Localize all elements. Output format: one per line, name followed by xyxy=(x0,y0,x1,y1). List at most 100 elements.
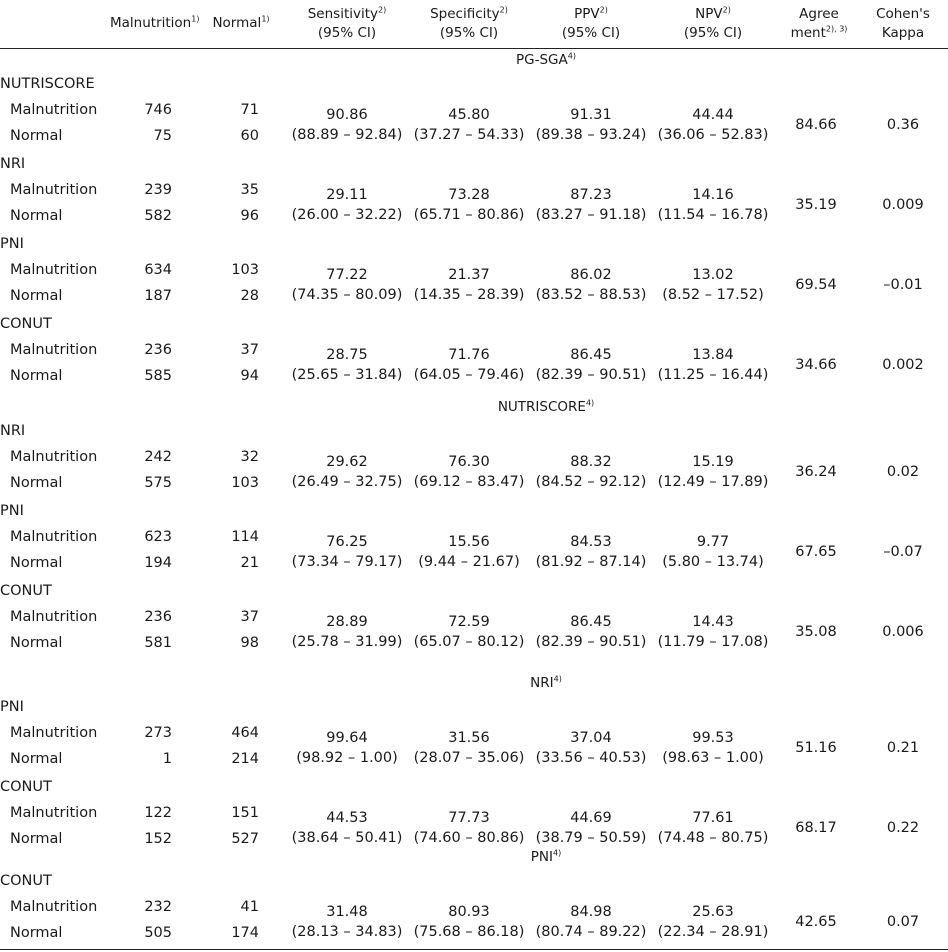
cell-kappa: 0.006 xyxy=(882,624,924,640)
cell-mal-norm: 41 xyxy=(240,899,259,915)
col-ppv: PPV2) (95% CI) xyxy=(561,5,621,41)
row-label-malnutrition: Malnutrition xyxy=(10,899,98,915)
cell-sens-value: 44.53 xyxy=(326,810,368,826)
cell-npv-ci: (98.63 – 1.00) xyxy=(662,750,764,766)
cell-npv-value: 14.43 xyxy=(692,614,734,630)
cell-sens-ci: (26.00 – 32.22) xyxy=(291,207,403,223)
cell-sens-ci: (38.64 – 50.41) xyxy=(291,830,403,846)
row-label-malnutrition: Malnutrition xyxy=(10,725,98,741)
cell-mal-norm: 37 xyxy=(240,342,259,358)
cell-sens-value: 77.22 xyxy=(326,267,368,283)
cell-kappa: –0.07 xyxy=(883,544,923,560)
cell-ppv-ci: (82.39 – 90.51) xyxy=(535,634,647,650)
row-label-normal: Normal xyxy=(10,925,63,941)
cell-sens-value: 29.62 xyxy=(326,454,368,470)
cell-mal-norm: 103 xyxy=(231,262,259,278)
group-name: NRI xyxy=(0,156,26,172)
row-label-malnutrition: Malnutrition xyxy=(10,805,98,821)
cell-kappa: 0.21 xyxy=(886,740,920,756)
cell-ppv-ci: (84.52 – 92.12) xyxy=(535,474,647,490)
cell-norm-norm: 527 xyxy=(231,831,259,847)
row-label-normal: Normal xyxy=(10,555,63,571)
section-title: PNI4) xyxy=(530,848,562,865)
col-malnutrition: Malnutrition1) xyxy=(110,14,200,31)
cell-mal-mal: 122 xyxy=(144,805,172,821)
cell-mal-norm: 35 xyxy=(240,182,259,198)
row-label-normal: Normal xyxy=(10,751,63,767)
cell-ppv-ci: (38.79 – 50.59) xyxy=(535,830,647,846)
cell-norm-mal: 581 xyxy=(144,635,172,651)
cell-ppv-value: 44.69 xyxy=(570,810,612,826)
cell-mal-mal: 236 xyxy=(144,342,172,358)
cell-ppv-value: 87.23 xyxy=(570,187,612,203)
cell-ppv-ci: (33.56 – 40.53) xyxy=(535,750,647,766)
cell-kappa: 0.22 xyxy=(886,820,920,836)
cell-ppv-value: 37.04 xyxy=(570,730,612,746)
cell-agreement: 51.16 xyxy=(795,740,837,756)
row-label-normal: Normal xyxy=(10,208,63,224)
cell-mal-mal: 242 xyxy=(144,449,172,465)
cell-sens-value: 90.86 xyxy=(326,107,368,123)
cell-agreement: 34.66 xyxy=(795,357,837,373)
cell-ppv-value: 84.98 xyxy=(570,904,612,920)
cell-spec-value: 21.37 xyxy=(448,267,490,283)
cell-ppv-ci: (83.52 – 88.53) xyxy=(535,287,647,303)
cell-norm-norm: 96 xyxy=(240,208,259,224)
group-name: NUTRISCORE xyxy=(0,76,95,92)
cell-norm-norm: 28 xyxy=(240,288,259,304)
group-name: NRI xyxy=(0,423,26,439)
cell-spec-value: 76.30 xyxy=(448,454,490,470)
cell-norm-mal: 505 xyxy=(144,925,172,941)
cell-spec-value: 71.76 xyxy=(448,347,490,363)
table-bottom-rule xyxy=(0,949,948,950)
group-name: PNI xyxy=(0,699,24,715)
cell-ppv-value: 91.31 xyxy=(570,107,612,123)
cell-norm-mal: 152 xyxy=(144,831,172,847)
cell-sens-ci: (25.78 – 31.99) xyxy=(291,634,403,650)
cell-agreement: 69.54 xyxy=(795,277,837,293)
cell-norm-norm: 103 xyxy=(231,475,259,491)
cell-norm-norm: 21 xyxy=(240,555,259,571)
cell-norm-norm: 98 xyxy=(240,635,259,651)
row-label-normal: Normal xyxy=(10,635,63,651)
cell-npv-value: 44.44 xyxy=(692,107,734,123)
cell-agreement: 68.17 xyxy=(795,820,837,836)
cell-norm-mal: 1 xyxy=(162,751,172,767)
cell-sens-value: 28.75 xyxy=(326,347,368,363)
cell-sens-value: 29.11 xyxy=(326,187,368,203)
cell-npv-value: 15.19 xyxy=(692,454,734,470)
cell-sens-value: 31.48 xyxy=(326,904,368,920)
cell-kappa: 0.009 xyxy=(882,197,924,213)
cell-npv-value: 99.53 xyxy=(692,730,734,746)
cell-sens-ci: (25.65 – 31.84) xyxy=(291,367,403,383)
cell-spec-ci: (28.07 – 35.06) xyxy=(413,750,525,766)
cell-norm-mal: 187 xyxy=(144,288,172,304)
cell-spec-value: 72.59 xyxy=(448,614,490,630)
cell-npv-ci: (8.52 – 17.52) xyxy=(662,287,764,303)
col-kappa: Cohen's Kappa xyxy=(876,6,930,41)
cell-sens-ci: (73.34 – 79.17) xyxy=(291,554,403,570)
col-sensitivity: Sensitivity2) (95% CI) xyxy=(307,5,387,41)
cell-npv-ci: (5.80 – 13.74) xyxy=(662,554,764,570)
cell-sens-ci: (26.49 – 32.75) xyxy=(291,474,403,490)
cell-sens-ci: (88.89 – 92.84) xyxy=(291,127,403,143)
row-label-normal: Normal xyxy=(10,831,63,847)
cell-spec-value: 80.93 xyxy=(448,904,490,920)
row-label-malnutrition: Malnutrition xyxy=(10,182,98,198)
cell-npv-ci: (74.48 – 80.75) xyxy=(657,830,769,846)
cell-spec-ci: (65.71 – 80.86) xyxy=(413,207,525,223)
cell-mal-norm: 71 xyxy=(240,102,259,118)
cell-npv-value: 14.16 xyxy=(692,187,734,203)
cell-npv-ci: (11.54 – 16.78) xyxy=(657,207,769,223)
cell-npv-ci: (11.25 – 16.44) xyxy=(657,367,769,383)
cell-npv-ci: (22.34 – 28.91) xyxy=(657,924,769,940)
col-specificity: Specificity2) (95% CI) xyxy=(430,5,508,41)
cell-ppv-ci: (89.38 – 93.24) xyxy=(535,127,647,143)
cell-agreement: 84.66 xyxy=(795,117,837,133)
cell-spec-ci: (37.27 – 54.33) xyxy=(413,127,525,143)
cell-mal-mal: 239 xyxy=(144,182,172,198)
cell-kappa: –0.01 xyxy=(883,277,923,293)
cell-npv-value: 13.02 xyxy=(692,267,734,283)
cell-ppv-value: 84.53 xyxy=(570,534,612,550)
cell-norm-mal: 75 xyxy=(153,128,172,144)
